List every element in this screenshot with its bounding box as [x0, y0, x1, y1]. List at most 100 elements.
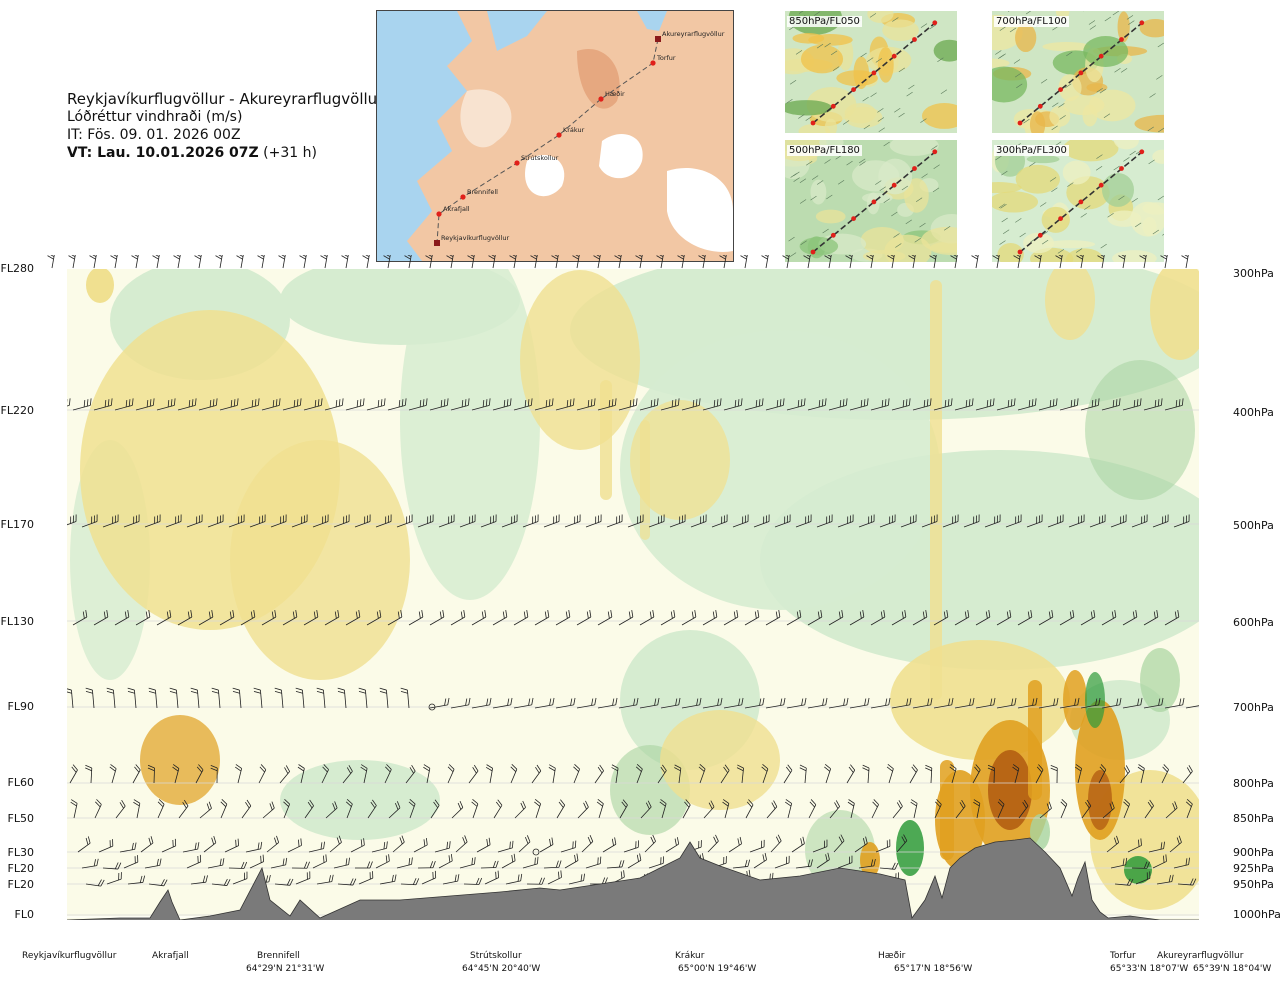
mini-route-point — [810, 120, 816, 126]
mini-map-500-label: 500hPa/FL180 — [787, 145, 862, 156]
top-wind-barbs — [47, 255, 1189, 269]
wind-barb-feather — [449, 841, 451, 849]
mini-wind-barb — [832, 66, 840, 71]
waypoint-strutskollur-coord: 64°45'N 20°40'W — [462, 964, 541, 974]
wind-barb — [702, 255, 706, 269]
wind-barb-feather — [300, 838, 302, 846]
wind-barb-feather — [379, 691, 387, 694]
wind-barb-feather — [523, 611, 526, 619]
mini-wind-barb — [860, 52, 867, 58]
wind-barb-feather — [1175, 400, 1178, 408]
wind-barb-feather — [148, 610, 151, 618]
mini-field-blob — [904, 178, 929, 213]
mini-field-blob — [800, 44, 844, 74]
wind-barb-feather — [722, 799, 730, 804]
wind-barb-feather — [149, 399, 152, 407]
wind-barb-feather — [568, 610, 571, 618]
route-title: Reykjavíkurflugvöllur - Akureyrarflugvöl… — [67, 90, 384, 108]
wind-barb-feather — [778, 610, 781, 618]
valid-time-date: VT: Lau. 10.01.2026 07Z — [67, 145, 259, 161]
wind-barb-feather — [272, 400, 275, 408]
wind-barb-feather — [800, 399, 803, 407]
waypoint-akureyri-coord: 65°39'N 18°04'W — [1193, 964, 1272, 974]
mini-wind-barb — [1157, 42, 1164, 48]
wind-barb-feather — [484, 610, 487, 618]
mini-route-point — [1139, 20, 1145, 26]
wind-barb-feather — [358, 610, 361, 618]
wind-barb-feather — [1031, 399, 1034, 407]
wind-barb-feather — [348, 765, 353, 772]
mini-wind-barb — [1023, 118, 1030, 124]
wind-barb-feather — [1007, 400, 1010, 408]
mini-wind-barb — [789, 79, 797, 85]
wind-barb-feather — [622, 799, 628, 806]
wind-barb-feather — [614, 255, 621, 260]
wind-barb-feather — [409, 799, 416, 805]
mini-wind-barb — [805, 116, 812, 121]
wind-barb-feather — [230, 400, 233, 408]
wind-barb-feather — [910, 801, 917, 807]
map-airport-marker — [434, 240, 440, 246]
mini-field-blob — [877, 46, 894, 83]
wind-barb-feather — [586, 611, 589, 619]
wind-barb-feather — [232, 610, 235, 618]
wind-barb-feather — [736, 767, 744, 772]
wind-barb-feather — [992, 255, 999, 260]
wind-barb — [1185, 255, 1189, 269]
wind-barb-feather — [839, 400, 842, 408]
velocity-contour — [1028, 680, 1042, 800]
wind-barb-feather — [1030, 610, 1033, 618]
wind-barb-feather — [125, 400, 128, 408]
wind-barb-feather — [1181, 398, 1184, 406]
wind-barb-feather — [1077, 697, 1080, 705]
wind-barb-feather — [650, 836, 655, 844]
mini-route-point — [1078, 70, 1084, 76]
wind-barb-feather — [710, 800, 715, 808]
mini-route-point — [932, 149, 938, 155]
wind-barb-feather — [391, 874, 394, 882]
wind-barb-feather — [1099, 766, 1105, 773]
wind-barb-feather — [1016, 255, 1021, 258]
wind-barb-feather — [482, 400, 485, 408]
mini-wind-barb — [877, 117, 885, 122]
wind-barb-feather — [316, 691, 324, 694]
wind-barb-feather — [659, 255, 664, 258]
wind-barb-feather — [251, 400, 254, 408]
wind-barb-feather — [810, 859, 813, 867]
wind-barb-feather — [748, 869, 751, 877]
wind-barb-feather — [62, 612, 63, 619]
wind-barb-feather — [797, 400, 800, 408]
wind-barb-feather — [1188, 765, 1193, 772]
wind-barb-feather — [1146, 861, 1150, 869]
wind-barb-feather — [662, 764, 667, 771]
wind-barb-feather — [593, 398, 596, 406]
wind-barb-feather — [316, 610, 319, 618]
wind-barb-feather — [170, 399, 173, 407]
wind-barb-feather — [325, 854, 327, 862]
wind-barb-feather — [842, 399, 845, 407]
mini-wind-barb — [798, 11, 804, 14]
wind-barb-feather — [993, 697, 996, 705]
mini-wind-barb — [824, 42, 831, 48]
wind-barb-feather — [896, 802, 902, 809]
wind-barb-feather — [1160, 398, 1163, 406]
wind-barb-feather — [825, 854, 828, 862]
wind-barb-feather — [358, 691, 366, 694]
velocity-contour — [988, 750, 1032, 830]
wind-barb-feather — [674, 767, 681, 772]
mini-route-point — [830, 232, 836, 238]
wind-barb-feather — [596, 801, 603, 807]
wind-barb-feather — [72, 764, 78, 771]
wind-barb-feather — [465, 698, 468, 706]
wind-barb-feather — [360, 839, 363, 847]
wind-barb-feather — [530, 255, 537, 260]
wind-barb — [513, 255, 517, 269]
wind-barb — [1185, 705, 1199, 709]
wind-barb-feather — [196, 766, 203, 773]
wind-barb-feather — [260, 841, 263, 849]
velocity-contour — [280, 760, 440, 840]
wind-barb-feather — [972, 697, 975, 705]
wind-barb-feather — [806, 255, 811, 258]
wind-barb-feather — [1035, 697, 1038, 705]
wind-barb-feather — [1094, 399, 1097, 407]
